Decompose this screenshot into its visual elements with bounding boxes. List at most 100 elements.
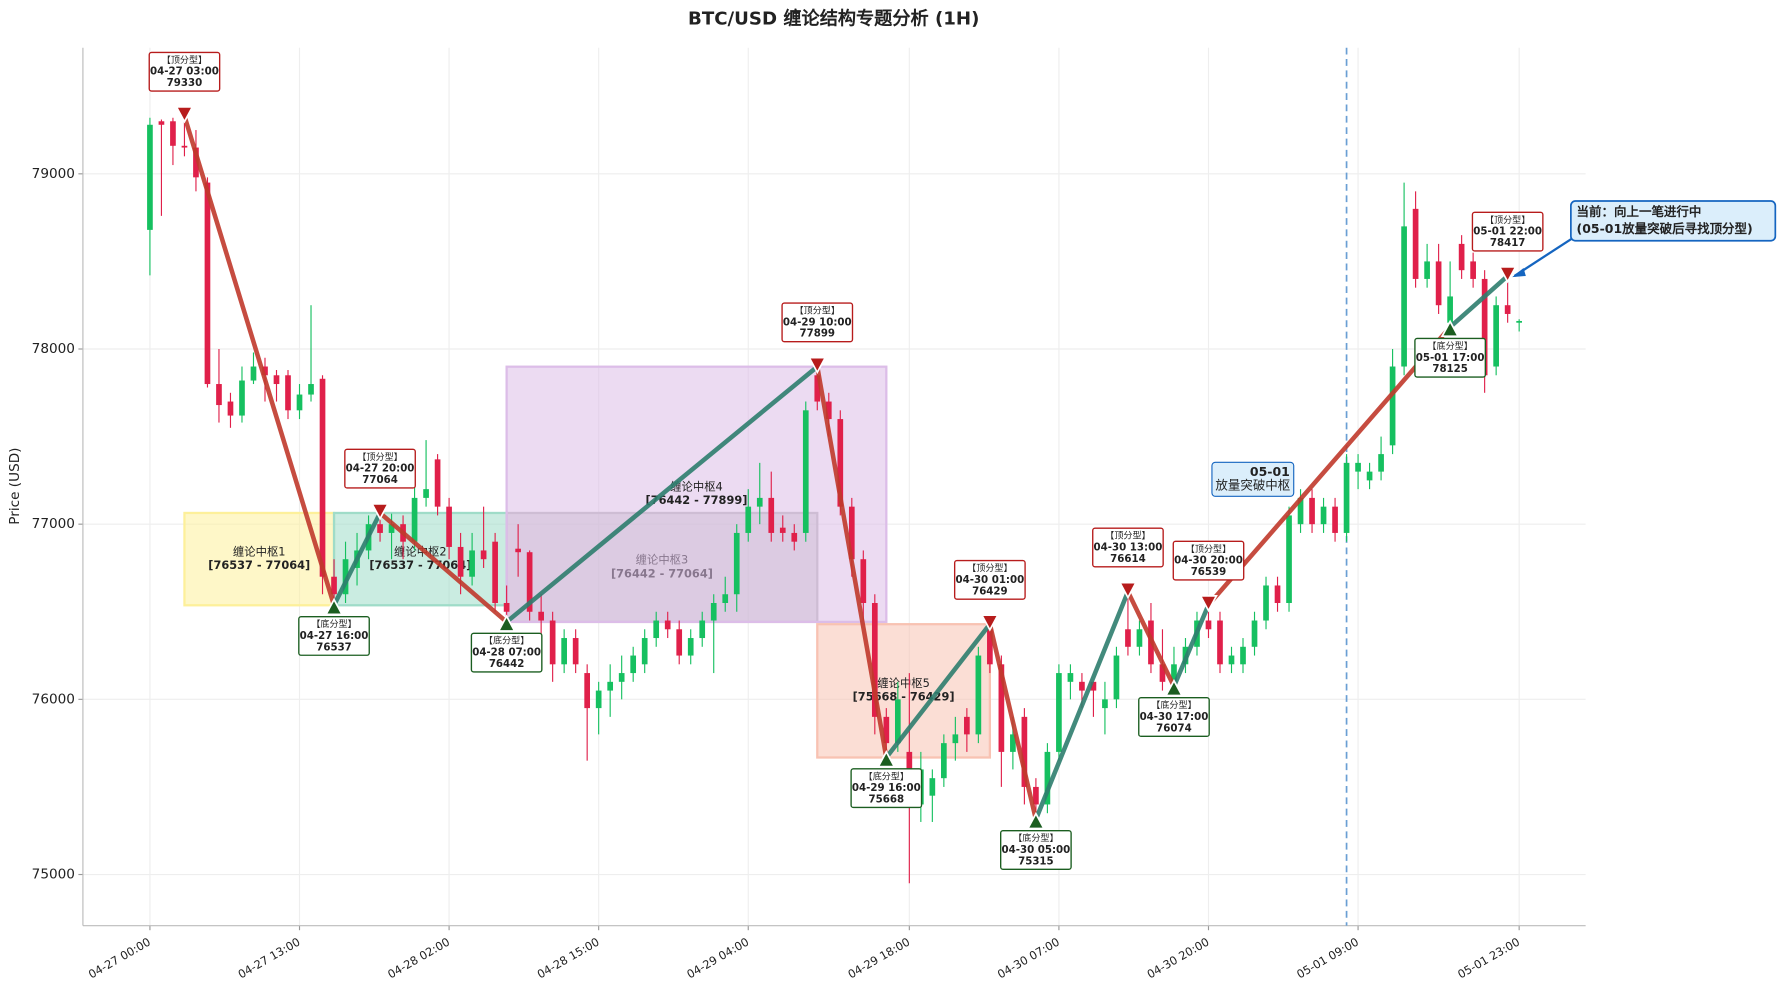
candle-body: [1309, 497, 1315, 525]
chart-title: BTC/USD 缠论结构专题分析 (1H): [688, 7, 979, 29]
zhongshu-box: [332, 511, 508, 607]
fenxing-price: 76539: [1191, 567, 1227, 578]
candle-body: [1504, 305, 1511, 314]
fenxing-label-box: [1172, 540, 1245, 581]
fenxing-kind: 【底分型】: [864, 770, 909, 782]
x-tick-label: 05-01 09:00: [1294, 935, 1361, 982]
bi-stroke: [1171, 602, 1211, 689]
fenxing-marker: [1118, 581, 1138, 600]
candle-body: [687, 638, 694, 656]
candle-body: [584, 673, 591, 709]
bi-stroke: [1206, 324, 1453, 608]
x-tick-label: 04-29 04:00: [684, 935, 751, 982]
candle-body: [607, 681, 614, 691]
candle-body: [894, 699, 901, 744]
candle-body: [1205, 620, 1212, 630]
bi-stroke: [331, 510, 383, 608]
y-tick-label: 79000: [32, 166, 75, 182]
candle-body: [814, 375, 821, 402]
bi-stroke: [1033, 589, 1131, 822]
candle-body: [1401, 226, 1407, 367]
zhongshu-range: [76537 - 77064]: [208, 558, 310, 572]
bi-stroke: [377, 510, 509, 625]
fenxing-marker: [980, 614, 1000, 632]
fenxing-time: 04-29 16:00: [852, 783, 921, 794]
x-tick-label: 04-27 13:00: [236, 935, 303, 982]
zhongshu-name: 缠论中枢2: [394, 544, 447, 558]
fenxing-time: 04-30 01:00: [955, 575, 1024, 586]
current-note: (05-01放量突破后寻找顶分型): [1577, 221, 1753, 236]
fenxing-time: 04-29 10:00: [783, 317, 852, 328]
candle-body: [1251, 620, 1258, 647]
candle-body: [630, 655, 637, 674]
fenxing-label-box: [1138, 697, 1210, 738]
fenxing-marker: [1440, 319, 1460, 338]
candle-body: [1470, 261, 1476, 279]
y-axis-label: Price (USD): [7, 448, 23, 525]
fenxing-kind: 【顶分型】: [162, 55, 207, 66]
fenxing-label-box: [344, 448, 416, 489]
candle-body: [1044, 751, 1051, 805]
fenxing-label-box: [298, 615, 370, 656]
candle-body: [181, 145, 188, 148]
candle-body: [1113, 655, 1120, 700]
fenxing-time: 04-30 17:00: [1140, 712, 1209, 723]
candle-body: [1263, 585, 1269, 621]
candle-body: [779, 527, 786, 533]
fenxing-kind: 【顶分型】: [357, 452, 402, 463]
candle-body: [1056, 673, 1062, 752]
fenxing-price: 75315: [1018, 856, 1054, 867]
breakout-note: 放量突破中枢: [1215, 478, 1290, 493]
x-tick-label: 04-30 20:00: [1145, 935, 1212, 982]
candle-body: [1493, 305, 1499, 367]
fenxing-time: 05-01 22:00: [1473, 227, 1542, 238]
candle-body: [446, 506, 452, 547]
fenxing-price: 76537: [316, 642, 352, 653]
candle-body: [285, 375, 291, 411]
candle-body: [802, 410, 809, 533]
candle-body: [791, 532, 798, 542]
fenxing-kind: 【顶分型】: [795, 306, 840, 317]
fenxing-kind: 【底分型】: [311, 618, 356, 630]
fenxing-label-box: [953, 559, 1026, 600]
fenxing-price: 77899: [800, 329, 836, 340]
candle-body: [883, 716, 890, 744]
candle-body: [1217, 620, 1223, 665]
candle-body: [1355, 462, 1361, 472]
candle-body: [296, 394, 303, 411]
candle-body: [929, 778, 936, 796]
current-note-box: [1570, 200, 1777, 242]
x-tick-label: 04-27 00:00: [86, 935, 153, 982]
candle-body: [1516, 320, 1522, 323]
y-tick-label: 77000: [32, 516, 75, 532]
fenxing-time: 04-30 05:00: [1002, 845, 1071, 856]
candle-body: [549, 620, 556, 665]
fenxing-kind: 【底分型】: [1427, 340, 1472, 352]
fenxing-price: 78125: [1432, 364, 1468, 375]
fenxing-price: 77064: [362, 475, 398, 486]
x-tick-label: 04-30 07:00: [995, 935, 1062, 982]
zhongshu-range: [76537 - 77064]: [369, 558, 471, 572]
candle-body: [342, 559, 349, 595]
candle-body: [1125, 629, 1131, 647]
candle-body: [147, 124, 153, 230]
candle-body: [262, 366, 268, 376]
candle-body: [848, 506, 855, 560]
fenxing-kind: 【底分型】: [484, 635, 529, 647]
candle-body: [423, 489, 429, 498]
fenxing-kind: 【顶分型】: [1186, 544, 1231, 555]
fenxing-time: 04-27 20:00: [346, 464, 415, 475]
fenxing-price: 76442: [489, 659, 525, 670]
candle-body: [1458, 243, 1465, 271]
candle-body: [1447, 296, 1453, 323]
current-arrow: [1513, 237, 1573, 277]
candle-body: [871, 602, 878, 717]
candle-body: [998, 664, 1005, 752]
fenxing-kind: 【顶分型】: [1105, 531, 1150, 542]
candle-body: [860, 559, 867, 603]
candle-body: [503, 602, 510, 612]
fenxing-label-box: [1000, 830, 1072, 870]
bi-stroke: [1447, 273, 1510, 330]
fenxing-price: 76614: [1110, 554, 1146, 565]
candle-body: [515, 548, 521, 553]
